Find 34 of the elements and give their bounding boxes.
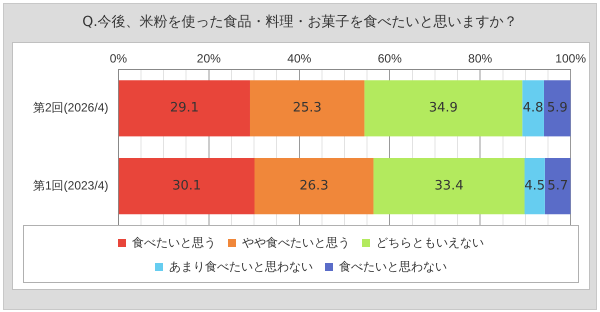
bar (522, 80, 544, 136)
x-tick-label: 20% (196, 52, 222, 66)
data-label: 25.3 (292, 100, 322, 116)
legend-label: やや食べたいと思う (242, 235, 350, 250)
y-tick-label: 第1回(2023/4) (32, 178, 108, 192)
x-tick-label: 40% (287, 52, 312, 66)
bar (118, 80, 250, 136)
data-label: 5.7 (547, 178, 568, 194)
x-tick-label: 0% (110, 52, 128, 66)
legend-label: 食べたいと思わない (339, 259, 447, 274)
legend-label: どちらともいえない (376, 235, 484, 250)
bar (544, 158, 571, 214)
legend-label: 食べたいと思う (132, 235, 216, 250)
x-tick-label: 100% (555, 52, 586, 66)
bar (250, 80, 364, 136)
legend-label: あまり食べたいと思わない (169, 259, 313, 274)
bar (364, 80, 522, 136)
data-label: 4.8 (522, 100, 544, 116)
data-label: 29.1 (170, 100, 199, 116)
bar (118, 158, 255, 214)
bar (373, 158, 525, 214)
x-tick-label: 60% (378, 52, 402, 66)
y-tick-label: 第2回(2026/4) (32, 100, 108, 115)
bar (544, 80, 571, 136)
data-label: 26.3 (300, 178, 328, 194)
data-label: 34.9 (428, 100, 458, 116)
chart-title: Q.今後、米粉を使った食品・料理・お菓子を食べたいと思いますか？ (81, 13, 519, 31)
data-label: 5.9 (546, 100, 568, 116)
bar (254, 158, 374, 214)
x-tick-label: 80% (468, 52, 493, 66)
data-label: 4.5 (524, 178, 546, 194)
data-label: 33.4 (434, 178, 464, 194)
data-label: 30.1 (172, 178, 202, 194)
bar (524, 158, 545, 214)
